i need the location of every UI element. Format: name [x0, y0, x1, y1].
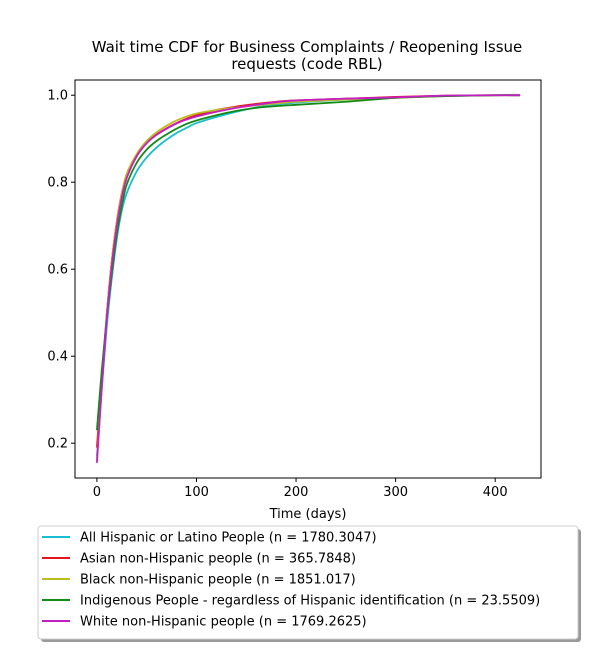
legend-box [37, 525, 579, 640]
x-axis-ticks: 0 100 200 300 400 [93, 478, 508, 500]
y-tick-label: 0.8 [47, 176, 68, 191]
legend-entry: White non-Hispanic people (n = 1769.2625… [80, 615, 367, 630]
legend-entry: Indigenous People - regardless of Hispan… [80, 594, 540, 609]
x-tick-label: 400 [483, 485, 508, 500]
chart-title-line: requests (code RBL) [231, 55, 382, 73]
x-tick-label: 0 [93, 485, 101, 500]
legend-entry: Asian non-Hispanic people (n = 365.7848) [80, 552, 356, 567]
x-tick-label: 100 [184, 485, 209, 500]
y-tick-label: 0.4 [47, 350, 68, 365]
y-axis-ticks: 0.2 0.4 0.6 0.8 1.0 [47, 89, 75, 452]
y-tick-label: 0.6 [47, 263, 68, 278]
series-line [96, 94, 521, 461]
series-line [96, 94, 521, 457]
legend-entry: Black non-Hispanic people (n = 1851.017) [80, 573, 356, 588]
legend: All Hispanic or Latino People (n = 1780.… [37, 525, 581, 642]
series-lines [96, 94, 521, 463]
series-line [96, 94, 521, 448]
chart-title-line: Wait time CDF for Business Complaints / … [92, 38, 523, 56]
axes-frame [74, 79, 542, 479]
plot-area: 0 100 200 300 400 0.2 0.4 0.6 0.8 1.0 [47, 79, 542, 500]
series-line [96, 94, 521, 431]
x-tick-label: 200 [284, 485, 309, 500]
legend-entry: All Hispanic or Latino People (n = 1780.… [80, 531, 377, 546]
chart-title: Wait time CDF for Business Complaints / … [92, 38, 523, 73]
x-tick-label: 300 [383, 485, 408, 500]
y-tick-label: 0.2 [47, 437, 68, 452]
x-axis-label: Time (days) [269, 507, 347, 522]
y-tick-label: 1.0 [47, 89, 68, 104]
series-line [96, 94, 521, 463]
